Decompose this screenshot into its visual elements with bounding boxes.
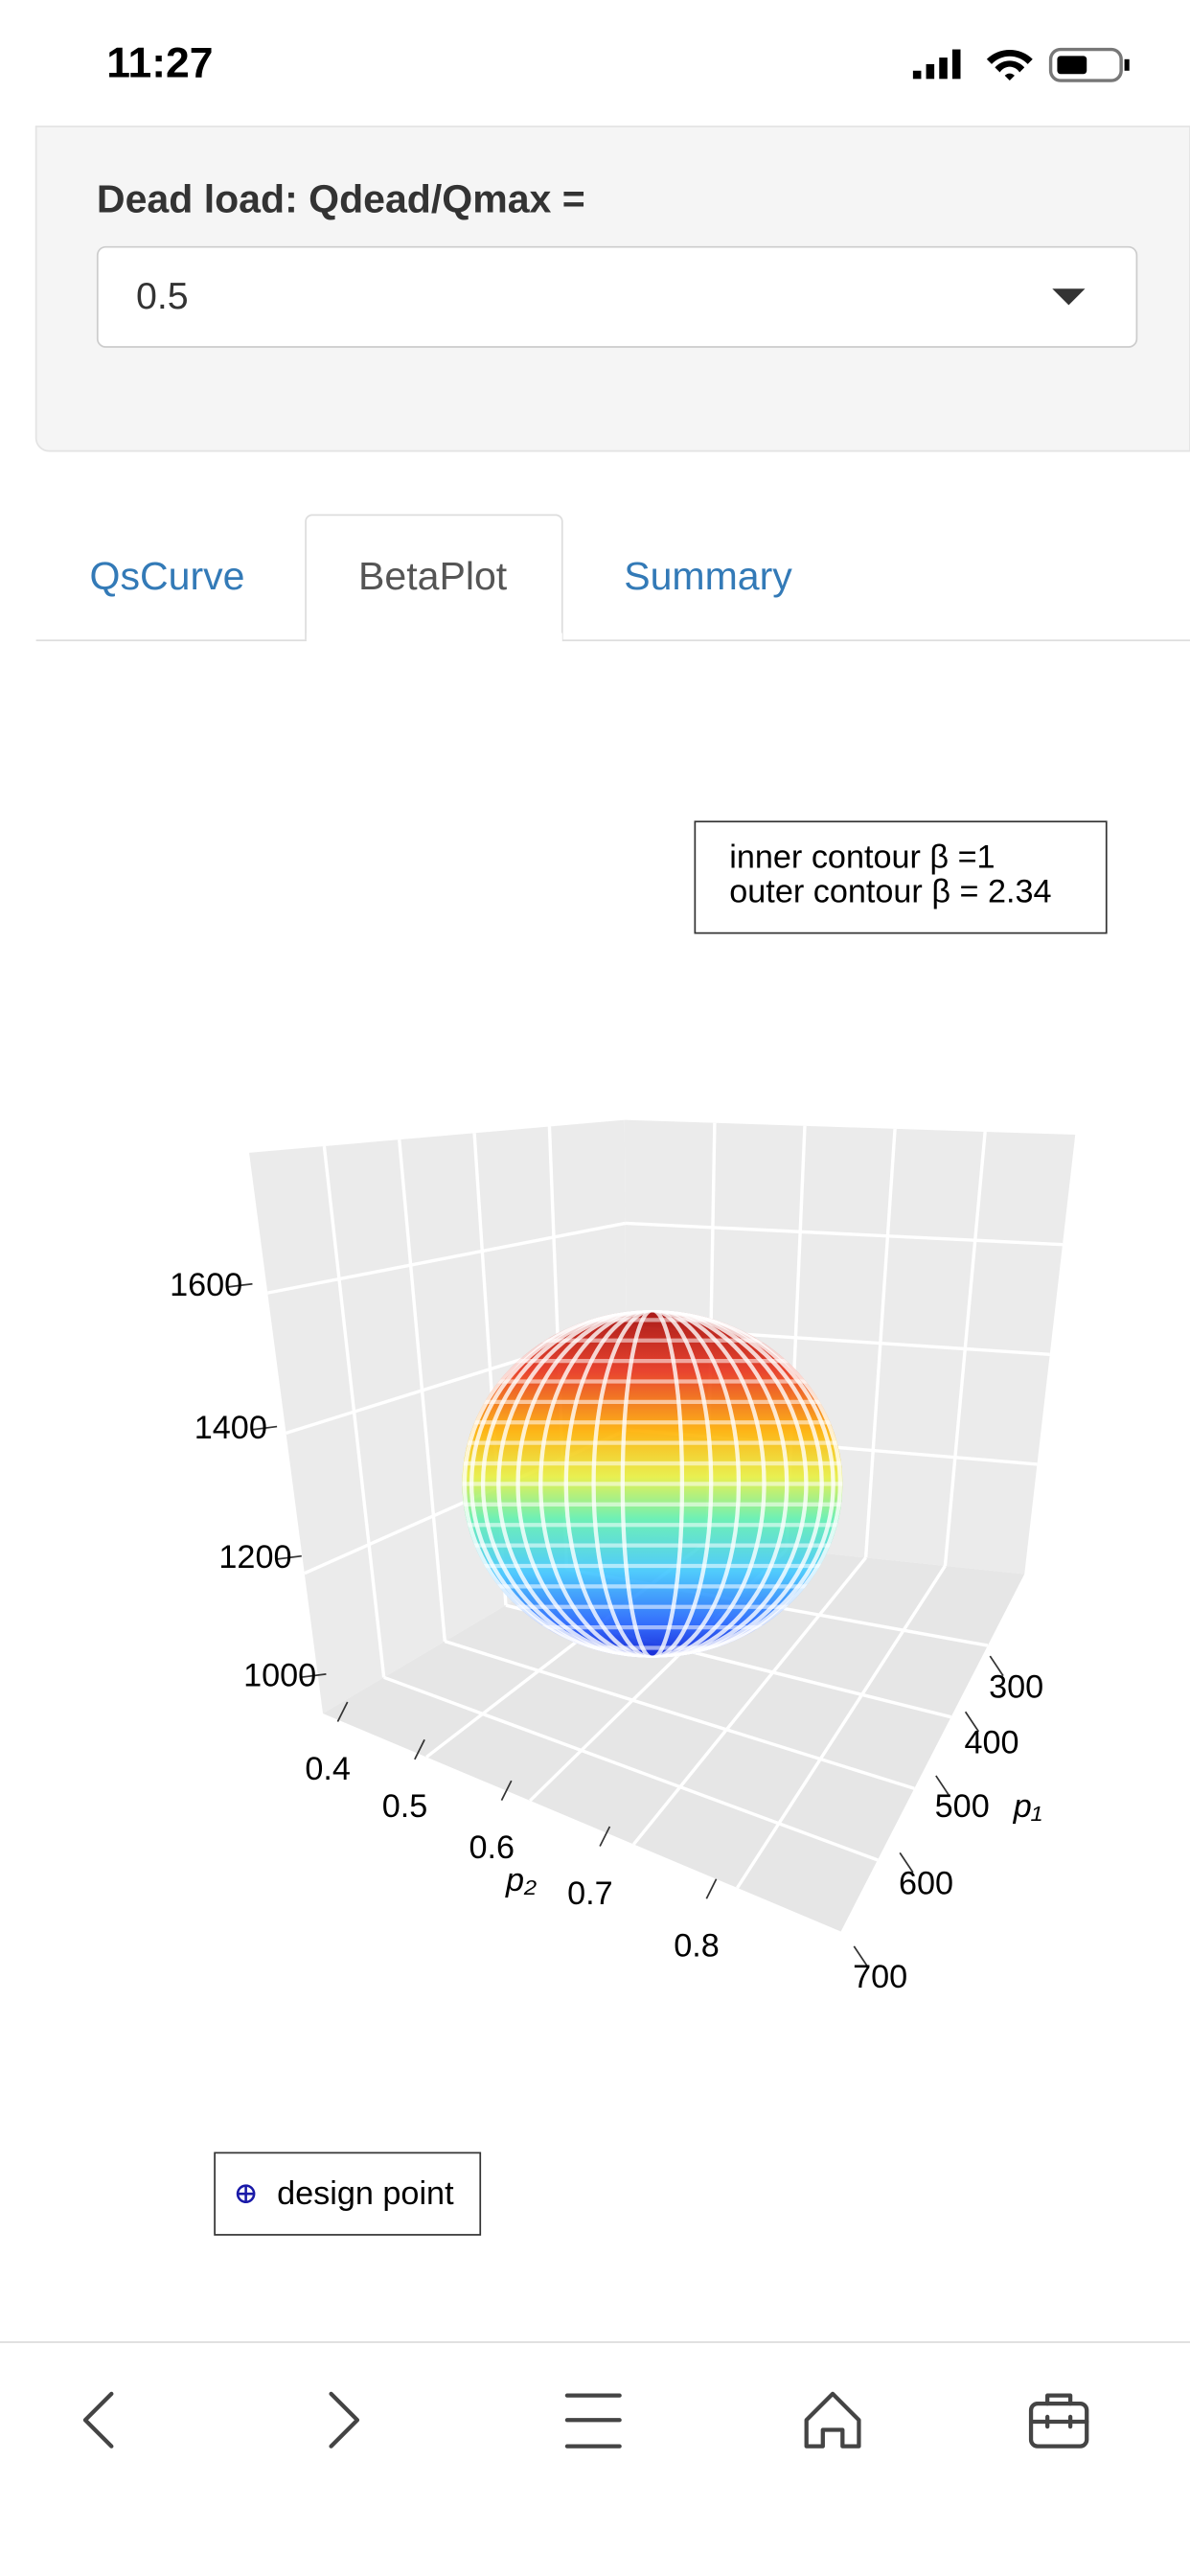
x-axis-label: p₂ bbox=[505, 1862, 537, 1898]
z-tick bbox=[250, 1425, 278, 1431]
y-tick-label: 400 bbox=[964, 1724, 1018, 1760]
y-tick bbox=[989, 1655, 1004, 1677]
design-point-label: design point bbox=[277, 2175, 454, 2212]
tab[interactable]: Summary bbox=[624, 554, 792, 598]
plot-box bbox=[249, 1119, 1076, 1932]
mesh-line bbox=[620, 1310, 685, 1658]
x-tick-label: 0.7 bbox=[567, 1875, 613, 1912]
z-tick bbox=[225, 1282, 253, 1288]
x-tick-label: 0.4 bbox=[305, 1751, 351, 1787]
y-tick-label: 600 bbox=[899, 1866, 953, 1902]
active-tab bbox=[305, 514, 563, 642]
grid-line bbox=[632, 1556, 867, 1846]
grid-line bbox=[444, 1640, 915, 1790]
plot-legend bbox=[694, 820, 1108, 934]
select[interactable] bbox=[96, 245, 1138, 348]
nav-menu[interactable] bbox=[564, 2393, 622, 2449]
x-tick-label: 0.5 bbox=[382, 1788, 428, 1825]
mesh-line bbox=[469, 1310, 835, 1658]
y-tick bbox=[964, 1711, 980, 1733]
mesh-line bbox=[591, 1310, 714, 1658]
mesh-line bbox=[515, 1310, 790, 1658]
grid-line bbox=[625, 1221, 1064, 1247]
mesh-line bbox=[538, 1310, 767, 1658]
z-tick bbox=[299, 1673, 327, 1679]
x-tick bbox=[500, 1780, 513, 1801]
x-tick bbox=[414, 1738, 425, 1760]
design-point-symbol bbox=[236, 2184, 256, 2204]
y-axis-label: p₁ bbox=[1013, 1788, 1042, 1825]
y-tick bbox=[935, 1775, 950, 1796]
x-tick-label: 0.8 bbox=[674, 1928, 720, 1965]
select-arrow bbox=[1052, 288, 1086, 306]
grid-line bbox=[736, 1565, 947, 1889]
z-tick-label: 1200 bbox=[218, 1539, 291, 1576]
nav-back[interactable] bbox=[82, 2391, 114, 2449]
y-tick-label: 700 bbox=[853, 1959, 907, 1995]
tab[interactable]: BetaPlot bbox=[358, 554, 508, 598]
z-tick-label: 1000 bbox=[243, 1657, 316, 1693]
y-tick-label: 500 bbox=[935, 1788, 990, 1825]
mesh-line bbox=[563, 1310, 742, 1658]
y-tick bbox=[853, 1945, 868, 1966]
y-tick-label: 300 bbox=[989, 1668, 1043, 1705]
x-tick bbox=[705, 1878, 718, 1899]
nav-home[interactable] bbox=[804, 2391, 861, 2449]
y-tick bbox=[899, 1852, 914, 1874]
tab[interactable]: QsCurve bbox=[90, 554, 245, 598]
grid-line bbox=[383, 1675, 879, 1862]
status-time: 11:27 bbox=[106, 39, 213, 86]
x-tick-label: 0.6 bbox=[469, 1829, 515, 1866]
select-value: 0.5 bbox=[136, 275, 189, 317]
x-tick bbox=[336, 1701, 349, 1722]
x-tick bbox=[599, 1826, 611, 1847]
mesh-line bbox=[480, 1310, 824, 1658]
legend-entry: outer contour β = 2.34 bbox=[729, 874, 1051, 910]
nav-forward[interactable] bbox=[329, 2391, 360, 2449]
z-tick bbox=[275, 1554, 302, 1560]
z-tick-label: 1600 bbox=[170, 1267, 242, 1303]
beta-surface bbox=[462, 1310, 843, 1658]
input-label: Dead load: Qdead/Qmax = bbox=[97, 176, 585, 220]
nav-tools[interactable] bbox=[1028, 2393, 1089, 2449]
mesh-line bbox=[462, 1310, 843, 1658]
status-icons bbox=[912, 47, 1130, 82]
z-tick-label: 1400 bbox=[195, 1410, 267, 1446]
grid-line bbox=[266, 1221, 626, 1295]
legend-entry: inner contour β =1 bbox=[729, 840, 995, 876]
design-point-legend bbox=[214, 2151, 482, 2236]
mesh-line bbox=[496, 1310, 809, 1658]
